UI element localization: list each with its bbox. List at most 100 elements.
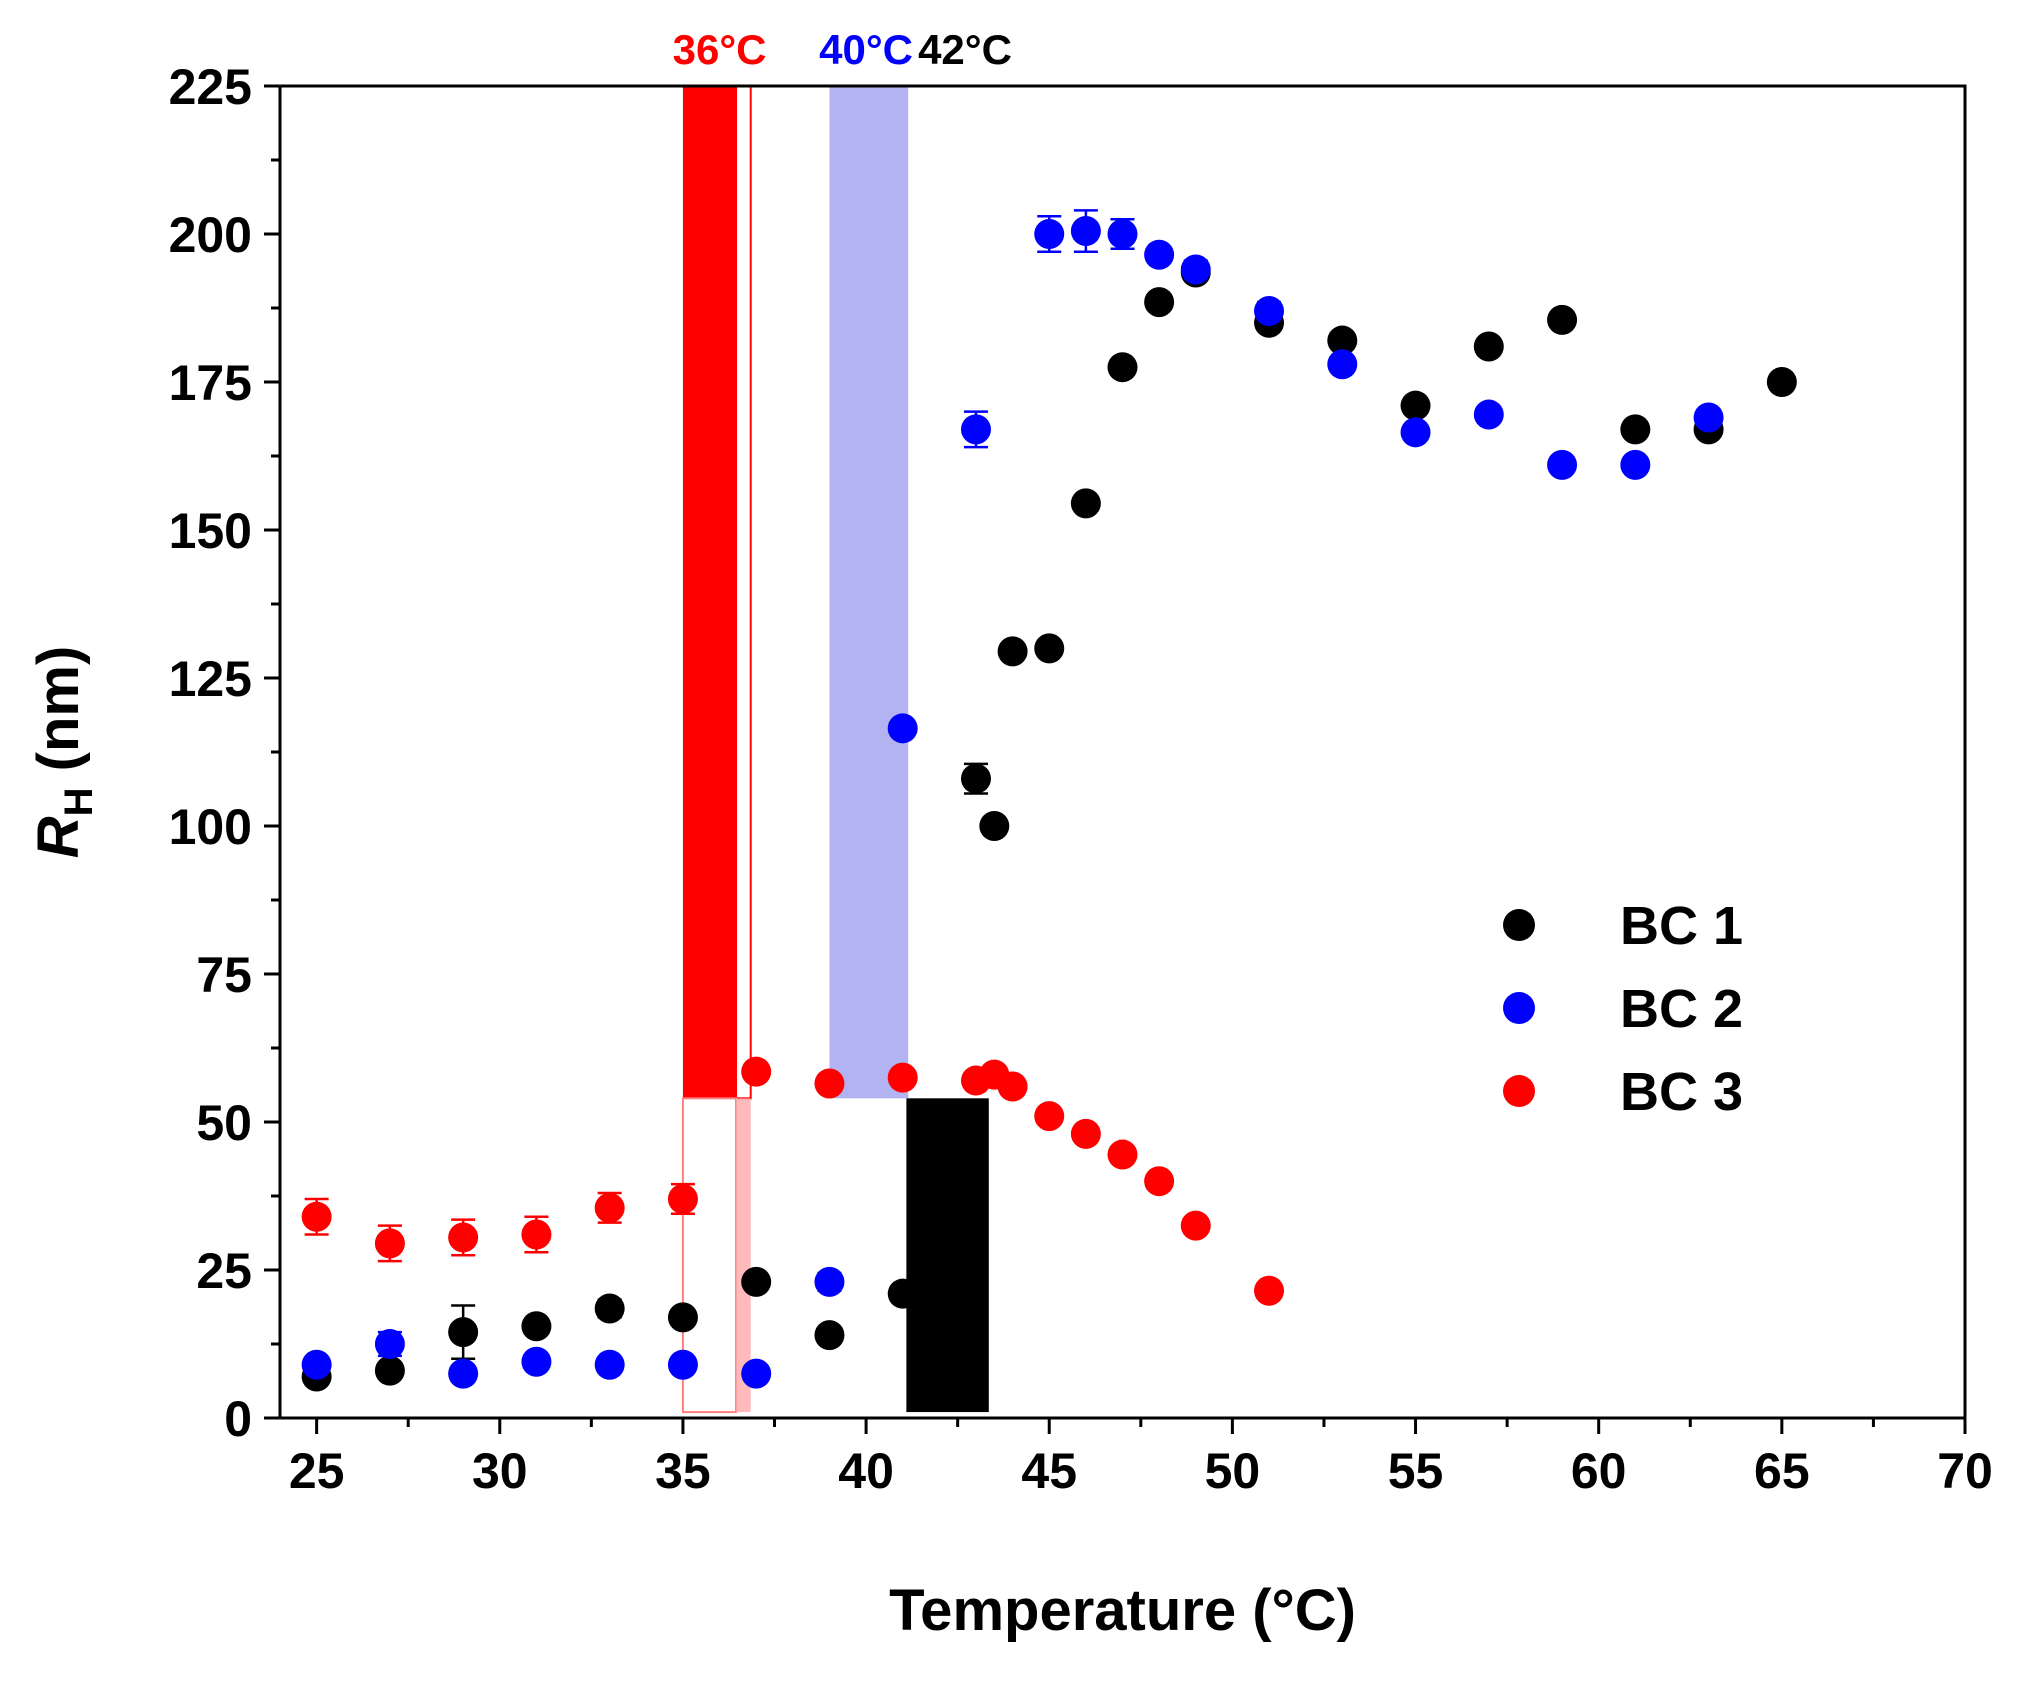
band-36-red-solid <box>682 86 737 1099</box>
point-bc3 <box>374 1228 405 1259</box>
x-tick-label: 45 <box>1021 1443 1077 1499</box>
band-36-red-hatched-lower <box>736 1098 751 1413</box>
y-axis-title: RH (nm) <box>26 646 101 859</box>
point-bc2 <box>741 1358 772 1389</box>
point-bc3 <box>814 1068 845 1099</box>
point-bc3 <box>741 1056 772 1087</box>
point-bc2 <box>1473 399 1504 430</box>
point-bc2 <box>1693 402 1724 433</box>
point-bc1 <box>667 1302 698 1333</box>
point-bc1 <box>997 636 1028 667</box>
band-42-black <box>906 1098 989 1413</box>
point-bc3 <box>1180 1210 1211 1241</box>
y-axis-title-symbol: R <box>26 816 91 858</box>
legend-marker-bc3 <box>1503 1075 1535 1107</box>
point-bc1 <box>960 763 991 794</box>
point-bc2 <box>814 1266 845 1297</box>
point-bc1 <box>1144 287 1175 318</box>
point-bc1 <box>814 1320 845 1351</box>
y-tick-label: 50 <box>196 1095 252 1151</box>
point-bc1 <box>374 1355 405 1386</box>
y-tick-label: 0 <box>224 1391 252 1447</box>
point-bc1 <box>1400 390 1431 421</box>
point-bc1 <box>1620 414 1651 445</box>
point-bc1 <box>1473 331 1504 362</box>
temperature-annotations: 36°C 40°C 42°C <box>673 26 1012 73</box>
temperature-annotation: 36°C <box>673 26 767 73</box>
point-bc1 <box>979 811 1010 841</box>
point-bc2 <box>1180 254 1211 285</box>
point-bc2 <box>887 713 918 744</box>
error-bars <box>304 209 1282 1361</box>
point-bc1 <box>741 1266 772 1297</box>
y-tick-label: 150 <box>169 503 252 559</box>
point-bc1 <box>1107 352 1138 383</box>
point-bc1 <box>1766 367 1797 397</box>
plot-frame <box>278 84 1967 1420</box>
y-tick-label: 25 <box>196 1243 252 1299</box>
legend: BC 1 BC 2 BC 3 <box>1503 896 1743 1122</box>
x-tick-label: 60 <box>1571 1443 1627 1499</box>
y-tick-label: 125 <box>169 651 252 707</box>
point-bc3 <box>301 1201 332 1232</box>
y-axis-title-unit: (nm) <box>26 646 91 788</box>
x-tick-label: 70 <box>1937 1443 1993 1499</box>
legend-label-bc3: BC 3 <box>1620 1062 1743 1122</box>
point-bc2 <box>1107 219 1138 249</box>
point-bc3 <box>1254 1275 1285 1306</box>
x-tick-label: 40 <box>838 1443 894 1499</box>
point-bc2 <box>448 1358 479 1389</box>
legend-label-bc1: BC 1 <box>1620 896 1743 956</box>
point-bc1 <box>1327 325 1358 356</box>
point-bc3 <box>594 1192 625 1223</box>
point-bc1 <box>521 1311 552 1342</box>
point-bc2 <box>1034 219 1065 249</box>
point-bc3 <box>1070 1118 1101 1149</box>
y-tick-label: 225 <box>169 59 252 115</box>
y-tick-label: 100 <box>169 799 252 855</box>
x-tick-label: 50 <box>1205 1443 1261 1499</box>
y-tick-label: 200 <box>169 207 252 263</box>
legend-marker-bc2 <box>1503 992 1535 1024</box>
point-bc1 <box>887 1278 918 1309</box>
band-36-red-outline-upper <box>735 85 752 1100</box>
point-bc3 <box>1144 1166 1175 1197</box>
temperature-bands <box>681 85 989 1414</box>
point-bc2 <box>521 1346 552 1377</box>
point-bc1 <box>1547 304 1578 335</box>
point-bc2 <box>1327 349 1358 380</box>
band-40-blue <box>829 86 909 1099</box>
point-bc3 <box>1034 1101 1065 1132</box>
point-bc2 <box>1144 239 1175 270</box>
axis-ticks <box>264 84 1967 1434</box>
point-bc3 <box>667 1183 698 1214</box>
point-bc3 <box>997 1071 1028 1102</box>
point-bc1 <box>594 1293 625 1324</box>
y-tick-label: 175 <box>169 355 252 411</box>
x-axis-title: Temperature (°C) <box>889 1578 1356 1643</box>
point-bc2 <box>1400 417 1431 448</box>
point-bc3 <box>521 1219 552 1250</box>
legend-marker-bc1 <box>1503 909 1535 941</box>
point-bc2 <box>1620 449 1651 480</box>
point-bc2 <box>667 1349 698 1380</box>
point-bc2 <box>1070 216 1101 247</box>
x-tick-label: 65 <box>1754 1443 1810 1499</box>
point-bc2 <box>301 1349 332 1380</box>
point-bc2 <box>594 1349 625 1380</box>
point-bc2 <box>960 414 991 445</box>
y-axis-title-subscript: H <box>57 787 101 816</box>
tick-labels: 25 30 35 40 45 50 55 60 65 70 0 25 50 75 100 125 150 175 2… <box>169 59 1993 1499</box>
data-points <box>301 216 1797 1392</box>
point-bc2 <box>374 1329 405 1359</box>
point-bc1 <box>448 1317 479 1348</box>
x-tick-label: 30 <box>472 1443 528 1499</box>
point-bc2 <box>1254 295 1285 326</box>
temperature-annotation: 42°C <box>918 26 1012 73</box>
point-bc1 <box>1070 488 1101 519</box>
point-bc3 <box>1107 1139 1138 1170</box>
point-bc3 <box>887 1062 918 1093</box>
x-tick-label: 25 <box>289 1443 345 1499</box>
legend-label-bc2: BC 2 <box>1620 979 1743 1039</box>
point-bc3 <box>448 1222 479 1253</box>
